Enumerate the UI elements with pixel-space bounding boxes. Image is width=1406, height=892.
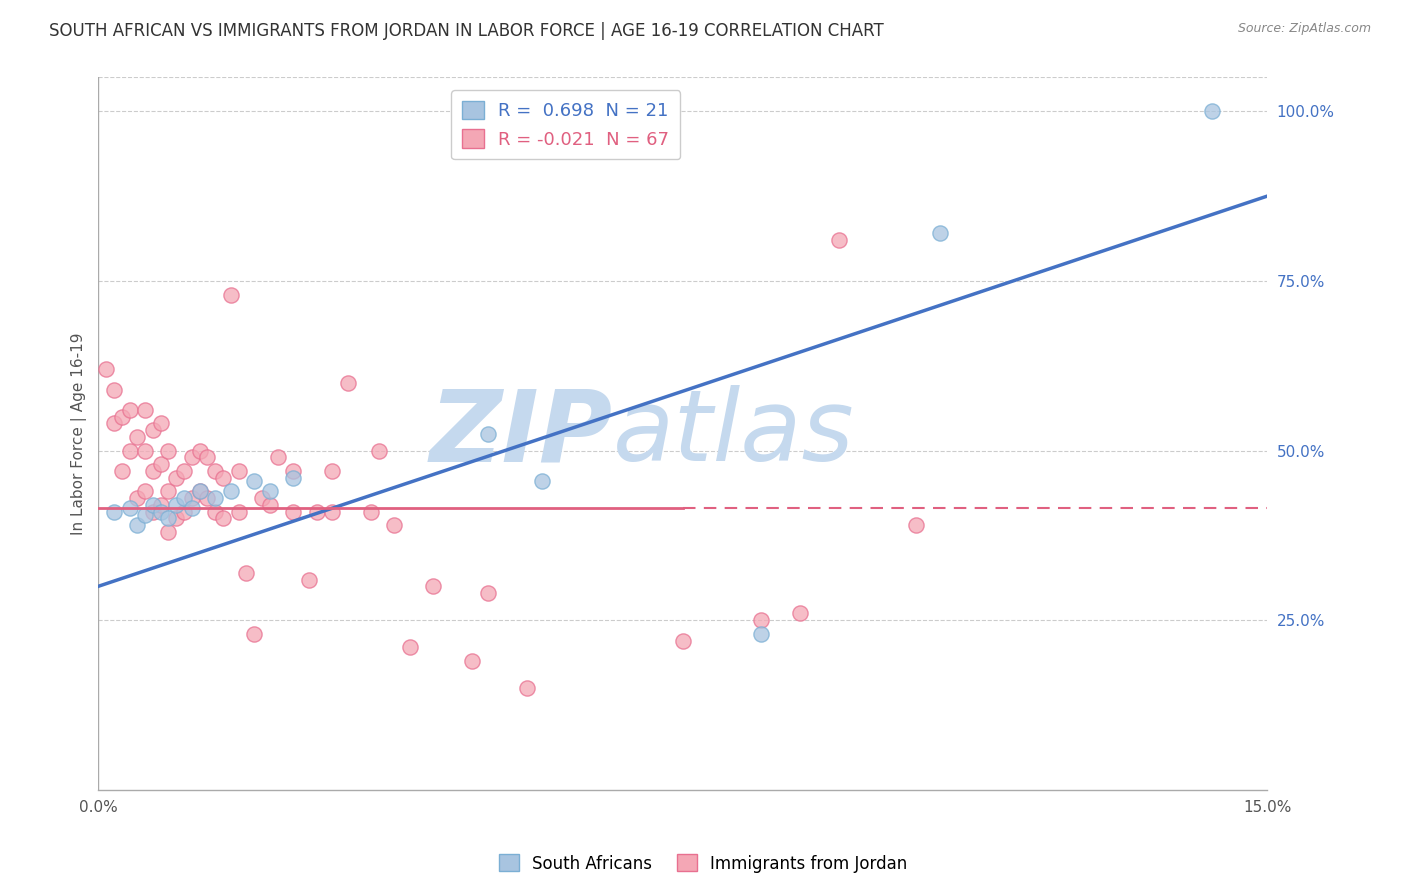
- Point: [266, 450, 288, 465]
- Point: [228, 505, 250, 519]
- Point: [180, 450, 202, 465]
- Point: [142, 505, 165, 519]
- Point: [219, 287, 242, 301]
- Point: [789, 607, 811, 621]
- Point: [188, 443, 211, 458]
- Point: [281, 505, 304, 519]
- Point: [149, 505, 172, 519]
- Point: [118, 403, 141, 417]
- Point: [212, 471, 235, 485]
- Point: [188, 484, 211, 499]
- Text: Source: ZipAtlas.com: Source: ZipAtlas.com: [1237, 22, 1371, 36]
- Point: [111, 464, 134, 478]
- Point: [188, 484, 211, 499]
- Point: [399, 640, 422, 655]
- Point: [336, 376, 359, 390]
- Point: [259, 498, 281, 512]
- Point: [134, 508, 156, 522]
- Point: [173, 491, 195, 505]
- Point: [672, 633, 695, 648]
- Text: SOUTH AFRICAN VS IMMIGRANTS FROM JORDAN IN LABOR FORCE | AGE 16-19 CORRELATION C: SOUTH AFRICAN VS IMMIGRANTS FROM JORDAN …: [49, 22, 884, 40]
- Point: [149, 498, 172, 512]
- Legend: R =  0.698  N = 21, R = -0.021  N = 67: R = 0.698 N = 21, R = -0.021 N = 67: [451, 90, 681, 160]
- Point: [173, 464, 195, 478]
- Point: [422, 579, 444, 593]
- Point: [197, 491, 219, 505]
- Point: [259, 484, 281, 499]
- Point: [157, 443, 180, 458]
- Point: [243, 474, 266, 488]
- Point: [180, 491, 202, 505]
- Point: [749, 613, 772, 627]
- Point: [157, 524, 180, 539]
- Legend: South Africans, Immigrants from Jordan: South Africans, Immigrants from Jordan: [492, 847, 914, 880]
- Point: [281, 471, 304, 485]
- Point: [477, 586, 499, 600]
- Point: [127, 518, 149, 533]
- Point: [111, 409, 134, 424]
- Point: [197, 450, 219, 465]
- Point: [180, 501, 202, 516]
- Point: [367, 443, 389, 458]
- Point: [461, 654, 484, 668]
- Point: [142, 423, 165, 437]
- Point: [928, 227, 950, 241]
- Point: [305, 505, 328, 519]
- Point: [118, 501, 141, 516]
- Point: [165, 498, 187, 512]
- Text: ZIP: ZIP: [430, 385, 613, 483]
- Point: [321, 464, 343, 478]
- Point: [228, 464, 250, 478]
- Point: [134, 443, 156, 458]
- Point: [749, 627, 772, 641]
- Point: [157, 511, 180, 525]
- Point: [149, 457, 172, 471]
- Point: [165, 471, 187, 485]
- Point: [204, 464, 226, 478]
- Point: [298, 573, 321, 587]
- Point: [127, 430, 149, 444]
- Point: [477, 426, 499, 441]
- Point: [235, 566, 257, 580]
- Point: [219, 484, 242, 499]
- Point: [516, 681, 538, 695]
- Point: [165, 511, 187, 525]
- Point: [243, 627, 266, 641]
- Point: [204, 491, 226, 505]
- Point: [134, 484, 156, 499]
- Point: [149, 417, 172, 431]
- Point: [134, 403, 156, 417]
- Point: [1201, 104, 1223, 119]
- Text: atlas: atlas: [613, 385, 855, 483]
- Point: [94, 362, 117, 376]
- Point: [142, 464, 165, 478]
- Y-axis label: In Labor Force | Age 16-19: In Labor Force | Age 16-19: [72, 333, 87, 535]
- Point: [250, 491, 273, 505]
- Point: [531, 474, 554, 488]
- Point: [827, 233, 849, 247]
- Point: [127, 491, 149, 505]
- Point: [103, 505, 125, 519]
- Point: [142, 498, 165, 512]
- Point: [204, 505, 226, 519]
- Point: [281, 464, 304, 478]
- Point: [103, 383, 125, 397]
- Point: [212, 511, 235, 525]
- Point: [360, 505, 382, 519]
- Point: [118, 443, 141, 458]
- Point: [157, 484, 180, 499]
- Point: [103, 417, 125, 431]
- Point: [905, 518, 928, 533]
- Point: [384, 518, 406, 533]
- Point: [321, 505, 343, 519]
- Point: [173, 505, 195, 519]
